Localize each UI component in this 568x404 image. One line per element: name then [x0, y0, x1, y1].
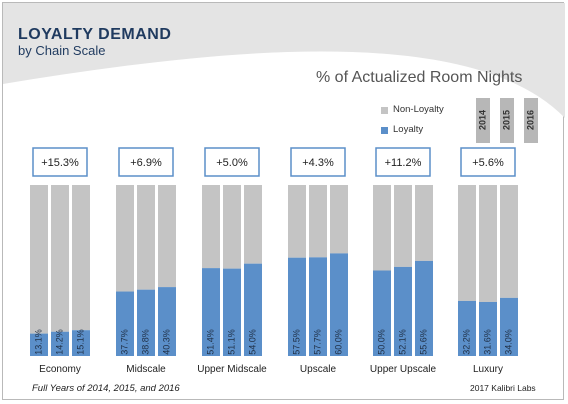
data-label-loyalty-luxury-2014: 32.2%	[461, 329, 471, 355]
bar-non-loyalty-upper-upscale-2016	[415, 185, 433, 261]
bar-non-loyalty-upper-upscale-2014	[373, 185, 391, 271]
bar-loyalty-upper-upscale-2016	[415, 260, 433, 356]
bar-loyalty-upper-midscale-2016	[244, 263, 262, 356]
data-label-loyalty-luxury-2016: 34.0%	[503, 329, 513, 355]
bar-loyalty-midscale-2015	[137, 289, 155, 356]
category-label-upscale: Upscale	[300, 364, 337, 375]
data-label-loyalty-economy-2014: 13.1%	[33, 329, 43, 355]
data-label-loyalty-midscale-2014: 37.7%	[119, 329, 129, 355]
legend-swatch-loyalty	[381, 127, 388, 134]
bar-loyalty-economy-2014	[30, 333, 48, 356]
data-label-loyalty-upper-midscale-2015: 51.1%	[226, 329, 236, 355]
bar-non-loyalty-upscale-2016	[330, 185, 348, 254]
bar-loyalty-upper-upscale-2015	[394, 266, 412, 356]
data-label-loyalty-upper-upscale-2016: 55.6%	[418, 329, 428, 355]
bar-non-loyalty-luxury-2015	[479, 185, 497, 302]
bar-loyalty-luxury-2016	[500, 297, 518, 356]
data-label-loyalty-upscale-2016: 60.0%	[333, 329, 343, 355]
data-label-loyalty-midscale-2016: 40.3%	[161, 329, 171, 355]
category-label-economy: Economy	[39, 364, 81, 375]
year-swatch-2016	[524, 98, 538, 143]
source-credit: 2017 Kalibri Labs	[470, 383, 536, 393]
change-label-midscale: +6.9%	[130, 157, 162, 169]
data-label-loyalty-economy-2016: 15.1%	[75, 329, 85, 355]
legend-label-non-loyalty: Non-Loyalty	[393, 104, 444, 115]
bar-loyalty-midscale-2016	[158, 287, 176, 356]
bar-loyalty-upscale-2015	[309, 257, 327, 356]
bar-non-loyalty-upscale-2014	[288, 185, 306, 258]
bar-loyalty-midscale-2014	[116, 291, 134, 356]
bar-loyalty-upper-midscale-2015	[223, 268, 241, 356]
year-label-2016: 2016	[525, 110, 535, 130]
bar-non-loyalty-midscale-2014	[116, 185, 134, 292]
bars-layer: 13.1% 14.2% 15.1% +15.3% Economy 37.7% 38.8% 40…	[30, 147, 518, 375]
bar-non-loyalty-upper-midscale-2016	[244, 185, 262, 264]
bar-loyalty-upscale-2016	[330, 253, 348, 356]
bar-non-loyalty-economy-2014	[30, 185, 48, 334]
data-label-loyalty-upper-upscale-2014: 50.0%	[376, 329, 386, 355]
change-label-upper-midscale: +5.0%	[216, 157, 248, 169]
bar-loyalty-luxury-2015	[479, 301, 497, 356]
bar-loyalty-economy-2016	[72, 330, 90, 356]
change-label-upper-upscale: +11.2%	[385, 157, 422, 169]
change-label-upscale: +4.3%	[302, 157, 334, 169]
bar-non-loyalty-economy-2016	[72, 185, 90, 331]
data-label-loyalty-upper-midscale-2016: 54.0%	[247, 329, 257, 355]
bar-loyalty-luxury-2014	[458, 300, 476, 356]
change-callout-upper-midscale	[204, 147, 260, 177]
footnote: Full Years of 2014, 2015, and 2016	[32, 383, 180, 394]
change-callout-upper-upscale	[375, 147, 431, 177]
page-subtitle: by Chain Scale	[18, 43, 106, 58]
year-swatch-2015	[500, 98, 514, 143]
chart-title: % of Actualized Room Nights	[316, 69, 523, 86]
page-title: LOYALTY DEMAND	[18, 26, 172, 43]
bar-non-loyalty-upscale-2015	[309, 185, 327, 258]
data-label-loyalty-upscale-2014: 57.5%	[291, 329, 301, 355]
year-legend: 2014 2015 2016	[476, 98, 538, 143]
category-label-upper-upscale: Upper Upscale	[370, 364, 437, 375]
data-label-loyalty-upscale-2015: 57.7%	[312, 329, 322, 355]
bar-non-loyalty-midscale-2015	[137, 185, 155, 290]
bar-non-loyalty-midscale-2016	[158, 185, 176, 288]
bar-non-loyalty-upper-midscale-2015	[223, 185, 241, 269]
data-label-loyalty-midscale-2015: 38.8%	[140, 329, 150, 355]
bar-non-loyalty-luxury-2014	[458, 185, 476, 301]
slide-frame	[2, 2, 564, 400]
change-callout-economy	[32, 147, 88, 177]
legend-label-loyalty: Loyalty	[393, 124, 424, 135]
year-swatch-2014	[476, 98, 490, 143]
category-label-midscale: Midscale	[126, 364, 166, 375]
bar-non-loyalty-upper-upscale-2015	[394, 185, 412, 267]
change-callout-midscale	[118, 147, 174, 177]
bar-non-loyalty-economy-2015	[51, 185, 69, 332]
category-label-upper-midscale: Upper Midscale	[197, 364, 267, 375]
year-label-2014: 2014	[477, 110, 487, 130]
change-callout-luxury	[460, 147, 516, 177]
bar-non-loyalty-upper-midscale-2014	[202, 185, 220, 269]
header-band	[3, 3, 565, 118]
category-label-luxury: Luxury	[473, 364, 503, 375]
data-label-loyalty-economy-2015: 14.2%	[54, 329, 64, 355]
bar-non-loyalty-luxury-2016	[500, 185, 518, 298]
year-label-2015: 2015	[501, 110, 511, 130]
bar-loyalty-upper-upscale-2014	[373, 270, 391, 356]
data-label-loyalty-upper-midscale-2014: 51.4%	[205, 329, 215, 355]
change-label-luxury: +5.6%	[472, 157, 504, 169]
legend-swatch-non-loyalty	[381, 107, 388, 114]
change-label-economy: +15.3%	[41, 157, 79, 169]
bar-loyalty-upper-midscale-2014	[202, 268, 220, 356]
bar-loyalty-upscale-2014	[288, 257, 306, 356]
bar-loyalty-economy-2015	[51, 331, 69, 356]
change-callout-upscale	[290, 147, 346, 177]
data-label-loyalty-upper-upscale-2015: 52.1%	[397, 329, 407, 355]
data-label-loyalty-luxury-2015: 31.6%	[482, 329, 492, 355]
